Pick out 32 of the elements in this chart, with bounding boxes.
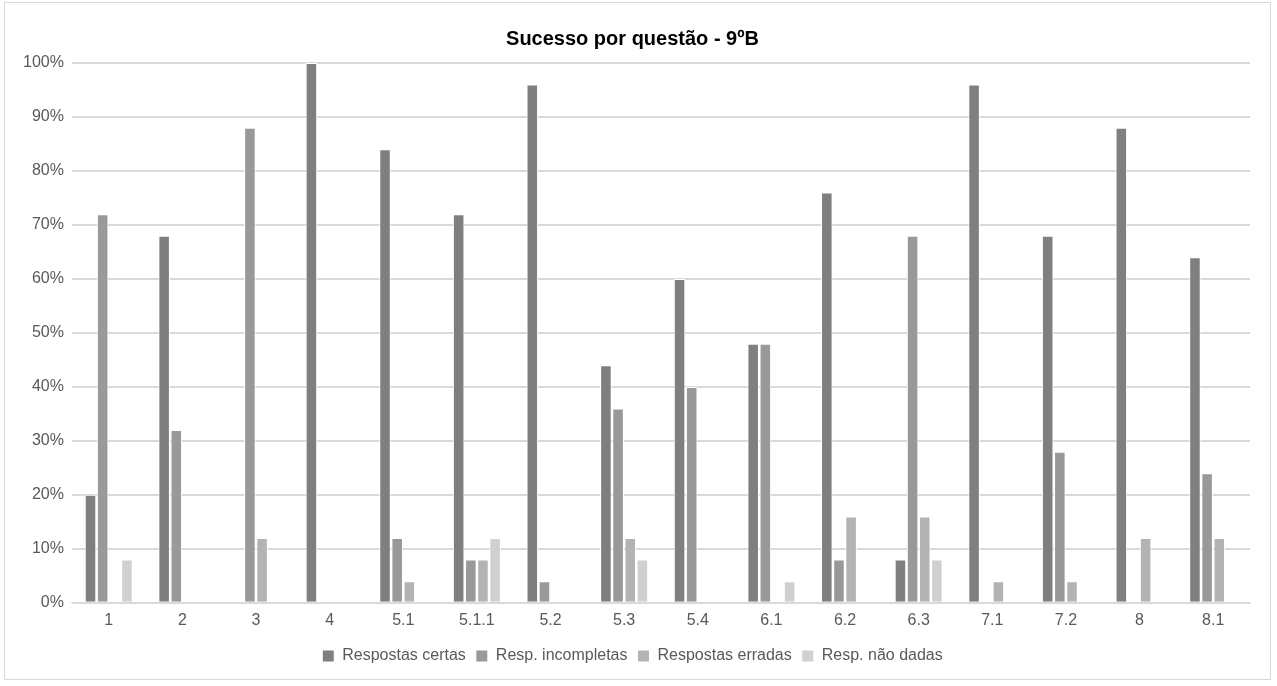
x-tick-label: 2 bbox=[177, 610, 187, 628]
y-tick-label: 20% bbox=[31, 485, 64, 503]
x-tick-label: 6.1 bbox=[760, 610, 783, 628]
x-tick-label: 1 bbox=[104, 610, 114, 628]
y-tick-label: 70% bbox=[31, 215, 64, 233]
y-tick-label: 30% bbox=[31, 431, 64, 449]
legend-label: Respostas erradas bbox=[657, 646, 792, 664]
x-tick-label: 8 bbox=[1135, 610, 1145, 628]
x-tick-label: 5.1 bbox=[392, 610, 415, 628]
y-tick-label: 40% bbox=[31, 377, 64, 395]
y-tick-label: 50% bbox=[31, 323, 64, 341]
x-tick-label: 5.3 bbox=[613, 610, 636, 628]
y-tick-label: 100% bbox=[23, 53, 64, 71]
x-tick-label: 5.1.1 bbox=[459, 610, 495, 628]
y-tick-label: 0% bbox=[40, 593, 64, 611]
legend-label: Resp. incompletas bbox=[495, 646, 628, 664]
x-tick-label: 5.2 bbox=[539, 610, 562, 628]
legend-label: Resp. não dadas bbox=[821, 646, 943, 664]
x-tick-label: 4 bbox=[325, 610, 335, 628]
legend-label: Respostas certas bbox=[342, 646, 466, 664]
y-tick-label: 80% bbox=[31, 161, 64, 179]
x-tick-label: 5.4 bbox=[686, 610, 709, 628]
x-tick-label: 6.2 bbox=[833, 610, 857, 628]
x-tick-label: 6.3 bbox=[907, 610, 930, 628]
y-tick-label: 10% bbox=[31, 539, 64, 557]
x-tick-label: 8.1 bbox=[1202, 610, 1225, 628]
y-tick-label: 60% bbox=[31, 269, 64, 287]
y-tick-label: 90% bbox=[31, 107, 64, 125]
chart-title: Sucesso por questão - 9ºB bbox=[506, 26, 759, 49]
x-tick-label: 7.2 bbox=[1054, 610, 1078, 628]
x-tick-label: 7.1 bbox=[981, 610, 1004, 628]
x-tick-label: 3 bbox=[251, 610, 261, 628]
